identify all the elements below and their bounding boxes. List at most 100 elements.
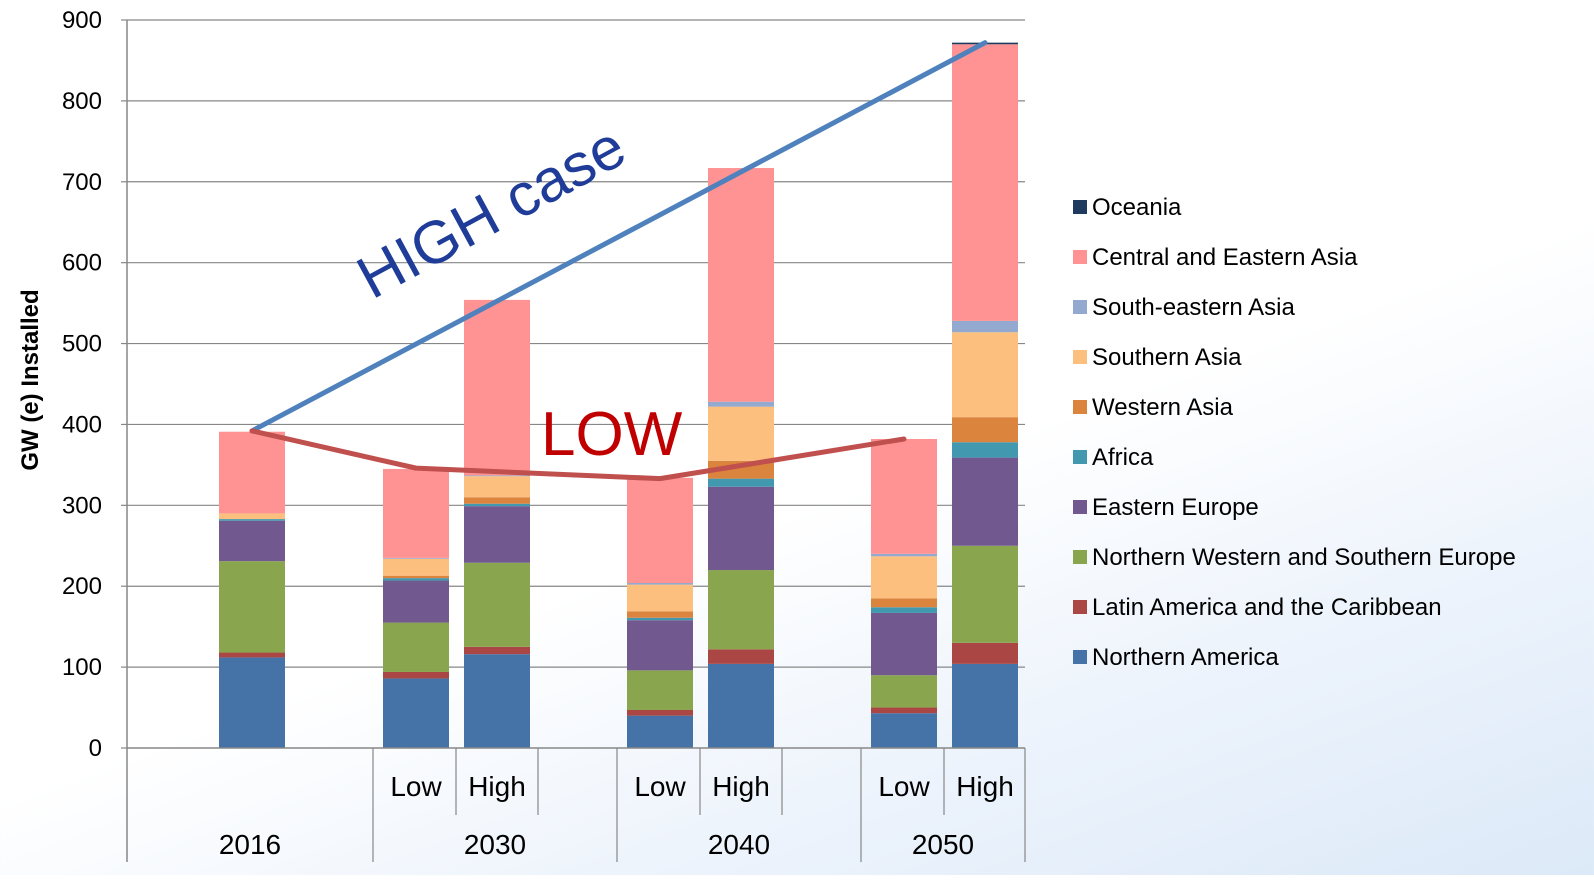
x-sublabel: High [712,771,770,802]
x-sublabel: High [468,771,526,802]
bar-segment [627,709,693,716]
legend-swatch [1073,300,1087,314]
legend-label: Africa [1092,444,1154,471]
legend-label: Central and Eastern Asia [1092,244,1358,271]
bar-segment [952,44,1018,321]
bar-segment [464,475,530,477]
bar-segment [871,612,937,676]
y-tick-label: 0 [89,735,102,762]
bar-segment [219,561,285,653]
bar-segment [708,168,774,402]
x-year-label: 2016 [219,829,281,860]
y-tick-label: 100 [62,654,102,681]
legend-swatch [1073,250,1087,264]
legend-swatch [1073,600,1087,614]
bar-segment [219,431,285,514]
annotation-low: LOW [541,400,683,469]
bar-segment [464,654,530,748]
bar-segment [464,476,530,498]
bar-segment [708,486,774,571]
trend-line [249,40,988,434]
y-tick-label: 700 [62,169,102,196]
bar-segment [627,584,693,612]
bar-segment [464,497,530,504]
legend-label: Northern Western and Southern Europe [1092,544,1516,571]
legend-label: Northern America [1092,644,1279,671]
x-year-label: 2040 [708,829,770,860]
bar-segment [627,611,693,618]
bar-segment [219,652,285,658]
bar-segment [383,558,449,576]
bar-segment [952,442,1018,458]
y-tick-label: 600 [62,250,102,277]
legend-swatch [1073,400,1087,414]
x-year-label: 2050 [912,829,974,860]
trend-layer [249,40,988,482]
bar-segment [383,580,449,623]
legend-swatch [1073,350,1087,364]
bar-segment [871,707,937,714]
bar-segment [871,607,937,613]
bar-segment [383,622,449,672]
bars-layer [219,42,1018,748]
legend-label: Latin America and the Caribbean [1092,594,1442,621]
axis-layer: 0 100 200 300 400 500 600 700 800 900 Low High Low Hi… [62,7,1026,862]
legend: Oceania Central and Eastern Asia South-eas… [1073,194,1516,671]
bar-segment [627,715,693,748]
bar-segment [871,556,937,599]
y-tick-label: 900 [62,7,102,34]
x-year-label: 2030 [464,829,526,860]
annotation-high-case: HIGH case [346,113,636,312]
bar-segment [627,617,693,621]
bar-segment [708,401,774,407]
y-tick-label: 200 [62,573,102,600]
legend-label: Oceania [1092,194,1182,221]
legend-label: South-eastern Asia [1092,294,1295,321]
legend-swatch [1073,450,1087,464]
bar-segment [952,663,1018,748]
bar-segment [219,519,285,521]
bar-segment [708,406,774,461]
bar-segment [627,582,693,585]
bar-segment [708,570,774,650]
legend-swatch [1073,650,1087,664]
y-tick-label: 800 [62,88,102,115]
bar-segment [627,670,693,710]
bar-segment [383,678,449,748]
bar-segment [219,657,285,748]
bar-segment [871,675,937,708]
x-sublabel: Low [878,771,930,802]
bar-segment [708,649,774,664]
bar-segment [464,503,530,507]
bar-segment [464,562,530,647]
x-sublabel: Low [390,771,442,802]
legend-swatch [1073,200,1087,214]
bar-segment [708,663,774,748]
bar-segment [383,578,449,581]
trend-line [249,428,907,482]
bar-segment [383,557,449,559]
bar-segment [627,477,693,583]
y-tick-label: 500 [62,331,102,358]
bar-segment [952,417,1018,443]
bar-segment [952,642,1018,664]
y-axis-label: GW (e) Installed [17,289,44,470]
bar-segment [464,299,530,476]
legend-swatch [1073,550,1087,564]
legend-swatch [1073,500,1087,514]
y-tick-label: 300 [62,492,102,519]
bar-segment [219,513,285,520]
bar-segment [871,553,937,557]
bar-segment [871,713,937,748]
legend-label: Southern Asia [1092,344,1242,371]
bar-segment [627,620,693,671]
bar-segment [952,332,1018,418]
bar-segment [952,457,1018,546]
bar-segment [952,320,1018,333]
bar-segment [464,646,530,655]
bar-segment [464,506,530,563]
bar-segment [383,671,449,679]
bar-segment [871,439,937,554]
